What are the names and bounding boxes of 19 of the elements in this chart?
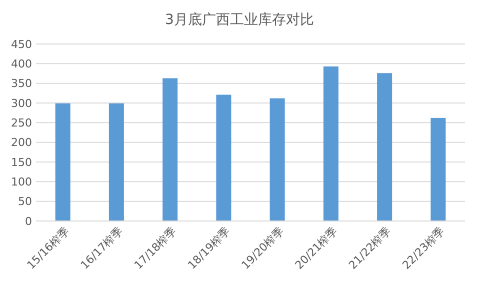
bar (323, 66, 338, 221)
bar (270, 98, 285, 221)
bar (55, 103, 70, 221)
y-tick-label: 50 (18, 195, 32, 208)
y-tick-label: 200 (11, 136, 32, 150)
y-tick-label: 400 (11, 58, 32, 71)
bar (377, 73, 392, 221)
bar (108, 103, 124, 221)
y-tick-label: 350 (11, 77, 32, 90)
y-tick-label: 450 (11, 38, 32, 51)
y-tick-label: 150 (11, 156, 32, 169)
bar (216, 94, 232, 221)
y-tick-label: 250 (11, 116, 32, 130)
y-tick-label: 300 (11, 96, 32, 110)
bar (162, 78, 178, 221)
y-tick-label: 100 (11, 176, 32, 189)
bar (430, 118, 446, 221)
chart-title: 3月底广西工业库存对比 (165, 12, 314, 28)
y-tick-label: 0 (25, 214, 32, 228)
